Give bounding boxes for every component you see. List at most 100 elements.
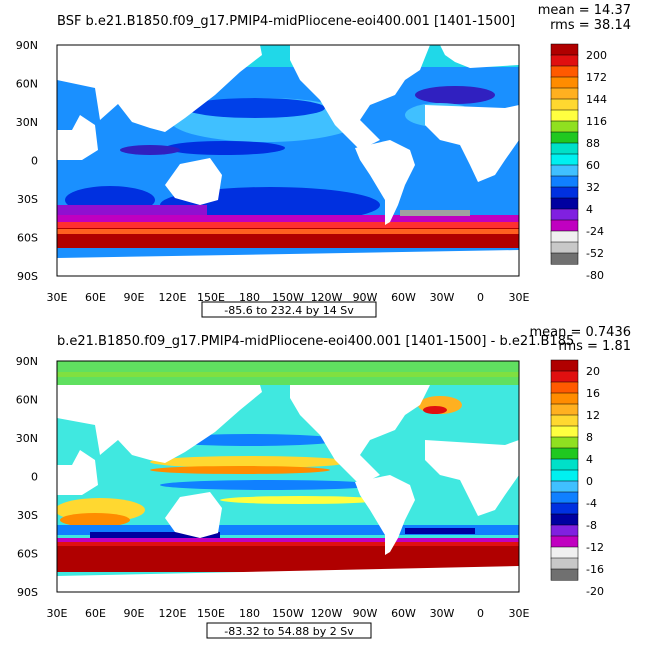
colorbar-swatch [550, 513, 579, 526]
colorbar-swatch [550, 425, 579, 438]
colorbar-label: 20 [586, 365, 600, 378]
x-tick: 30E [509, 607, 530, 620]
x-tick: 90W [353, 291, 378, 304]
colorbar-swatch [550, 381, 579, 394]
panel-1-range-box [201, 301, 377, 318]
panel-2: b.e21.B1850.f09_g17.PMIP4-midPliocene-eo… [16, 325, 631, 639]
x-tick: 0 [477, 291, 484, 304]
x-tick: 150E [197, 291, 225, 304]
panel-1-y-ticks: 90N 60N 30N 0 30S 60S 90S [16, 39, 38, 283]
x-tick: 60W [391, 291, 416, 304]
panel-1-frame [56, 44, 520, 277]
y-tick: 90N [16, 39, 38, 52]
colorbar-swatch [550, 359, 579, 372]
y-tick: 90S [17, 270, 38, 283]
colorbar-swatch [550, 535, 579, 548]
x-tick: 120W [311, 291, 343, 304]
colorbar-label: 60 [586, 159, 600, 172]
colorbar-swatch [550, 370, 579, 383]
colorbar-swatch [550, 142, 579, 155]
colorbar-swatch [550, 43, 579, 56]
colorbar-label: 4 [586, 453, 593, 466]
x-tick: 90W [353, 607, 378, 620]
x-tick: 90E [124, 607, 145, 620]
colorbar-swatch [550, 131, 579, 144]
panel-2-mean: mean = 0.7436 [529, 325, 631, 340]
x-tick: 90E [124, 291, 145, 304]
colorbar-swatch [550, 480, 579, 493]
y-tick: 30S [17, 509, 38, 522]
x-tick: 60E [85, 607, 106, 620]
y-tick: 90S [17, 586, 38, 599]
panel-1-mean: mean = 14.37 [538, 3, 631, 18]
colorbar-label: -12 [586, 541, 604, 554]
colorbar-label: -20 [586, 585, 604, 598]
panel-2-y-ticks: 90N 60N 30N 0 30S 60S 90S [16, 355, 38, 599]
colorbar-label: 16 [586, 387, 600, 400]
x-tick: 60W [391, 607, 416, 620]
x-tick: 150W [272, 607, 304, 620]
colorbar-swatch [550, 502, 579, 515]
colorbar-swatch [550, 252, 579, 265]
x-tick: 30W [430, 291, 455, 304]
panel-1-range-label: -85.6 to 232.4 by 14 Sv [224, 304, 354, 317]
colorbar-swatch [550, 447, 579, 460]
colorbar-label: -80 [586, 269, 604, 282]
x-tick: 30E [47, 607, 68, 620]
colorbar-swatch [550, 153, 579, 166]
panel-1-title: BSF b.e21.B1850.f09_g17.PMIP4-midPliocen… [57, 14, 515, 29]
colorbar-swatch [550, 120, 579, 133]
colorbar-label: -8 [586, 519, 597, 532]
colorbar-label: 4 [586, 203, 593, 216]
colorbar-label: 144 [586, 93, 607, 106]
colorbar-label: 32 [586, 181, 600, 194]
colorbar-swatch [550, 76, 579, 89]
colorbar-swatch [550, 568, 579, 581]
colorbar-swatch [550, 65, 579, 78]
x-tick: 0 [477, 607, 484, 620]
panel-2-rms: rms = 1.81 [558, 339, 631, 354]
panel-2-colorbar: 20 16 12 8 4 0 -4 -8 -12 -16 -20 [550, 359, 604, 598]
colorbar-swatch [550, 197, 579, 210]
x-tick: 150W [272, 291, 304, 304]
colorbar-swatch [550, 436, 579, 449]
colorbar-swatch [550, 219, 579, 232]
y-tick: 0 [31, 471, 38, 484]
x-tick: 180 [239, 607, 260, 620]
colorbar-label: 200 [586, 49, 607, 62]
x-tick: 120E [159, 607, 187, 620]
y-tick: 60N [16, 78, 38, 91]
colorbar-label: 172 [586, 71, 607, 84]
x-tick: 180 [239, 291, 260, 304]
colorbar-swatch [550, 392, 579, 405]
colorbar-label: 12 [586, 409, 600, 422]
panel-2-x-ticks: 30E 60E 90E 120E 150E 180 150W 120W 90W … [47, 607, 530, 620]
colorbar-swatch [550, 546, 579, 559]
colorbar-label: -24 [586, 225, 604, 238]
colorbar-swatch [550, 403, 579, 416]
colorbar-swatch [550, 87, 579, 100]
panel-2-field [57, 361, 519, 592]
colorbar-label: 8 [586, 431, 593, 444]
panel-1-rms: rms = 38.14 [550, 18, 631, 33]
x-tick: 30W [430, 607, 455, 620]
y-tick: 0 [31, 155, 38, 168]
panel-1: BSF b.e21.B1850.f09_g17.PMIP4-midPliocen… [16, 3, 631, 318]
colorbar-swatch [550, 186, 579, 199]
panel-1-field [57, 45, 519, 276]
y-tick: 90N [16, 355, 38, 368]
y-tick: 60N [16, 394, 38, 407]
colorbar-swatch [550, 469, 579, 482]
x-tick: 150E [197, 607, 225, 620]
colorbar-swatch [550, 164, 579, 177]
y-tick: 30N [16, 116, 38, 129]
panel-1-x-ticks: 30E 60E 90E 120E 150E 180 150W 120W 90W … [47, 291, 530, 304]
colorbar-swatch [550, 54, 579, 67]
colorbar-swatch [550, 241, 579, 254]
colorbar-label: 116 [586, 115, 607, 128]
colorbar-swatch [550, 458, 579, 471]
panel-2-range-label: -83.32 to 54.88 by 2 Sv [224, 625, 354, 638]
panel-2-frame [56, 360, 520, 593]
colorbar-swatch [550, 109, 579, 122]
